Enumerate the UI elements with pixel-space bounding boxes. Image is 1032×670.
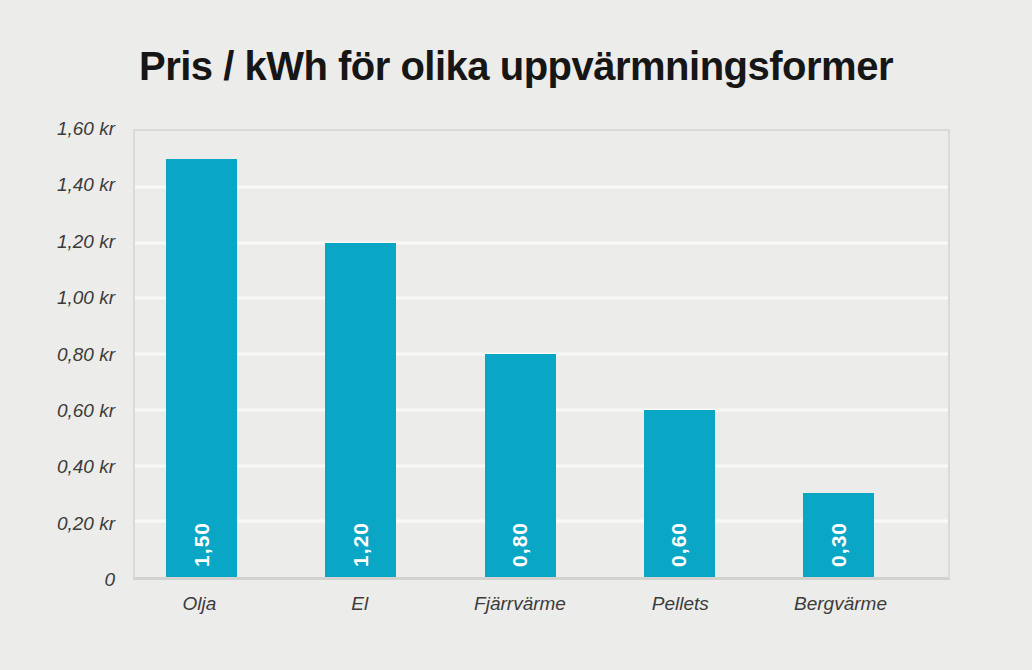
x-tick-label: Bergvärme <box>794 593 887 615</box>
y-tick-label: 1,00 kr <box>57 287 115 309</box>
y-tick-label: 0,40 kr <box>57 456 115 478</box>
x-tick-cell: Fjärrvärme <box>485 593 556 615</box>
y-axis: 1,60 kr1,40 kr1,20 kr1,00 kr0,80 kr0,60 … <box>0 129 115 580</box>
bar-value-label: 1,20 <box>349 522 373 567</box>
x-tick-label: El <box>351 593 368 615</box>
bar-value-label: 0,80 <box>508 522 532 567</box>
chart-title: Pris / kWh för olika uppvärmningsformer <box>0 44 1032 89</box>
x-tick-cell: Pellets <box>645 593 716 615</box>
y-tick-label: 1,20 kr <box>57 231 115 253</box>
x-tick-label: Olja <box>183 593 217 615</box>
chart-page: Pris / kWh för olika uppvärmningsformer … <box>0 0 1032 670</box>
y-tick-label: 0,60 kr <box>57 400 115 422</box>
y-tick-label: 0 <box>104 569 115 591</box>
y-tick-label: 0,80 kr <box>57 344 115 366</box>
x-axis-labels: Olja El Fjärrvärme Pellets Bergvärme <box>133 593 950 615</box>
bar-value-label: 1,50 <box>190 522 214 567</box>
y-tick-label: 1,40 kr <box>57 174 115 196</box>
y-tick-label: 1,60 kr <box>57 118 115 140</box>
bar-pellets: 0,60 <box>644 410 715 577</box>
bar-olja: 1,50 <box>166 159 237 577</box>
x-tick-label: Fjärrvärme <box>474 593 566 615</box>
x-tick-cell: El <box>324 593 395 615</box>
plot-area: 1,50 1,20 0,80 0,60 0,30 <box>133 129 950 580</box>
bar-fjärrvärme: 0,80 <box>485 354 556 577</box>
bar-row: 1,50 1,20 0,80 0,60 0,30 <box>135 131 948 577</box>
y-tick-label: 0,20 kr <box>57 513 115 535</box>
x-tick-cell: Bergvärme <box>805 593 876 615</box>
bar-value-label: 0,60 <box>667 522 691 567</box>
x-tick-label: Pellets <box>652 593 709 615</box>
bar-value-label: 0,30 <box>827 522 851 567</box>
bar-el: 1,20 <box>325 243 396 578</box>
x-tick-cell: Olja <box>164 593 235 615</box>
bar-bergvärme: 0,30 <box>803 493 874 577</box>
